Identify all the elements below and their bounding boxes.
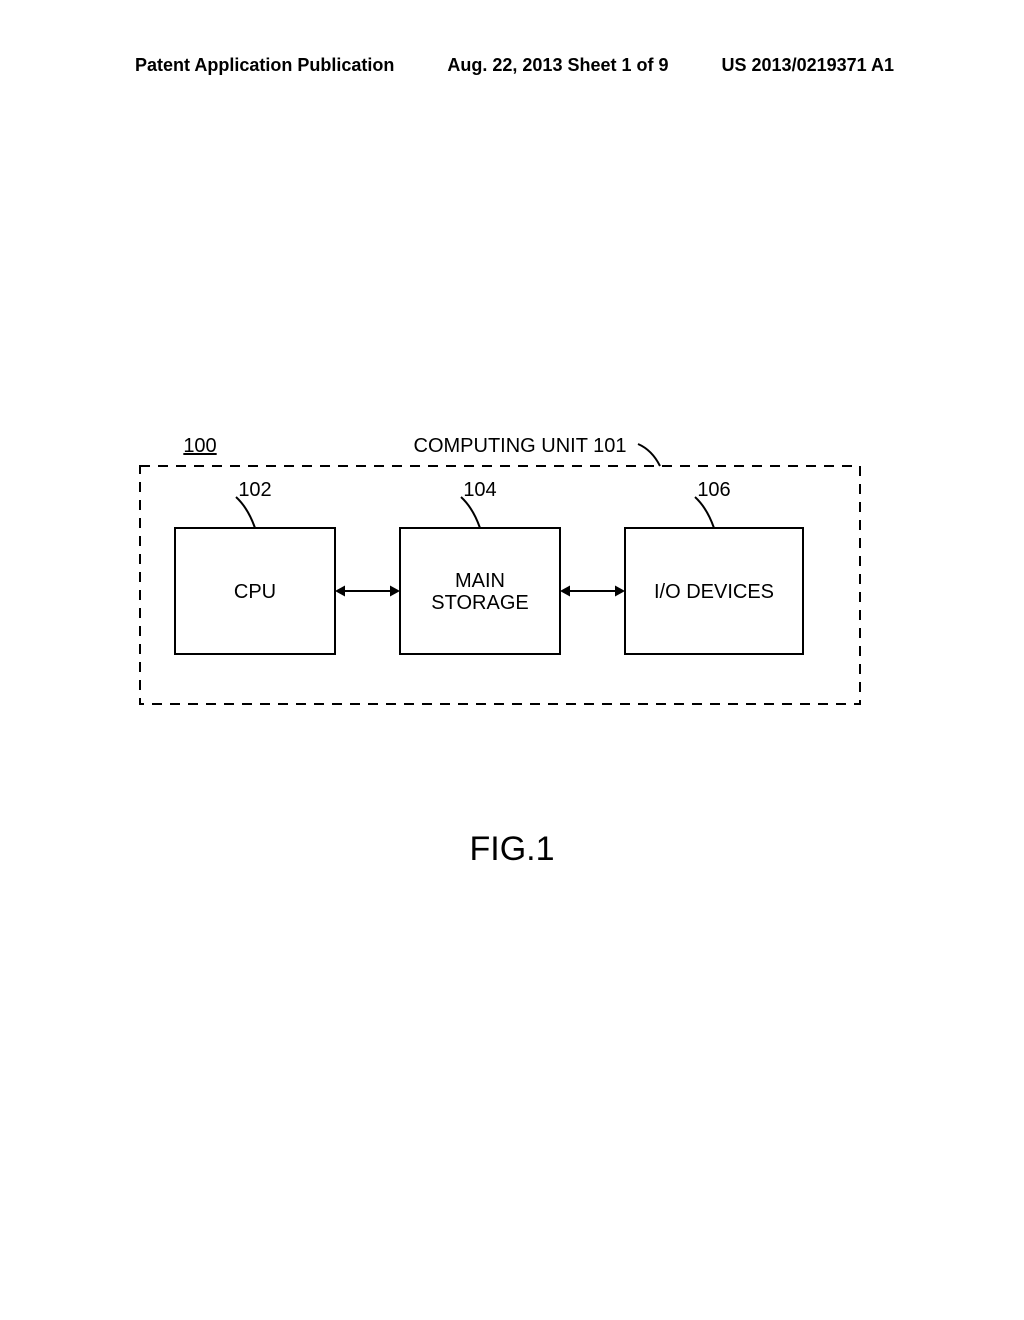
cpu-ref-label: 102	[238, 479, 271, 501]
leader-line-icon	[461, 497, 480, 528]
container-title: COMPUTING UNIT 101	[414, 435, 627, 457]
leader-line-icon	[695, 497, 714, 528]
container-ref-label: 100	[183, 435, 216, 457]
arrowhead-icon	[335, 586, 345, 597]
arrowhead-icon	[560, 586, 570, 597]
diagram-svg: 100 COMPUTING UNIT 101 CPU 102 MAINSTORAGE 10…	[0, 0, 1024, 1320]
io-ref-label: 106	[697, 479, 730, 501]
cpu-label: CPU	[234, 581, 276, 603]
main-label: MAIN	[455, 570, 505, 592]
leader-line-icon	[638, 444, 660, 466]
io-label: I/O DEVICES	[654, 581, 774, 603]
arrowhead-icon	[390, 586, 400, 597]
figure-label: FIG.1	[0, 830, 1024, 869]
leader-line-icon	[236, 497, 255, 528]
page: Patent Application Publication Aug. 22, …	[0, 0, 1024, 1320]
arrowhead-icon	[615, 586, 625, 597]
main-ref-label: 104	[463, 479, 496, 501]
main-label: STORAGE	[431, 592, 528, 614]
